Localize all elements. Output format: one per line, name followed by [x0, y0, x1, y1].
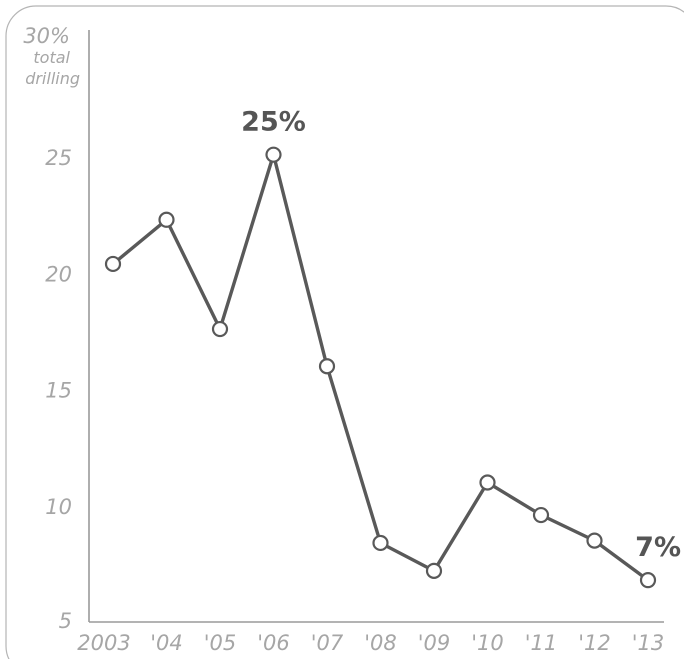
y-tick-label: 10 [45, 495, 72, 519]
y-tick-label: 20 [45, 262, 72, 286]
data-label: 25% [241, 107, 306, 138]
x-tick-label: '09 [418, 631, 451, 655]
data-point [639, 572, 657, 589]
x-tick-label: '10 [471, 631, 504, 655]
x-axis-ticks: 2003 '04 '05 '06 '07 '08 '09 '10 '11 '12 '13 [77, 631, 664, 655]
y-axis-top-tick-label: 30% [23, 24, 70, 48]
y-tick-label: 5 [59, 609, 72, 633]
y-axis-ticks: 5 10 15 20 25 [45, 146, 72, 633]
x-tick-label: '07 [311, 631, 344, 655]
data-point [265, 146, 282, 163]
y-axis-unit-line1: total [33, 48, 70, 67]
x-tick-label: '13 [632, 631, 665, 655]
y-tick-label: 25 [45, 146, 72, 170]
y-tick-label: 15 [45, 379, 72, 403]
x-tick-label: '08 [364, 631, 397, 655]
data-point [372, 534, 389, 552]
chart-frame [5, 5, 684, 659]
x-tick-label: '06 [257, 631, 290, 655]
data-point [104, 255, 122, 273]
data-point [211, 320, 229, 338]
data-point [586, 532, 603, 549]
x-tick-label: 2003 [77, 631, 130, 655]
data-annotations: 25% 7% [241, 107, 681, 563]
x-tick-label: '11 [525, 631, 558, 655]
data-point [158, 211, 175, 228]
data-label: 7% [635, 532, 681, 563]
x-tick-label: '05 [204, 631, 237, 655]
data-point [425, 562, 443, 579]
x-tick-label: '12 [578, 631, 611, 655]
data-points [104, 146, 657, 589]
series-line [111, 152, 650, 582]
data-point [532, 506, 550, 524]
x-tick-label: '04 [150, 631, 183, 655]
data-point [479, 474, 496, 491]
data-point [318, 358, 336, 375]
y-axis-unit-line2: drilling [25, 69, 80, 88]
